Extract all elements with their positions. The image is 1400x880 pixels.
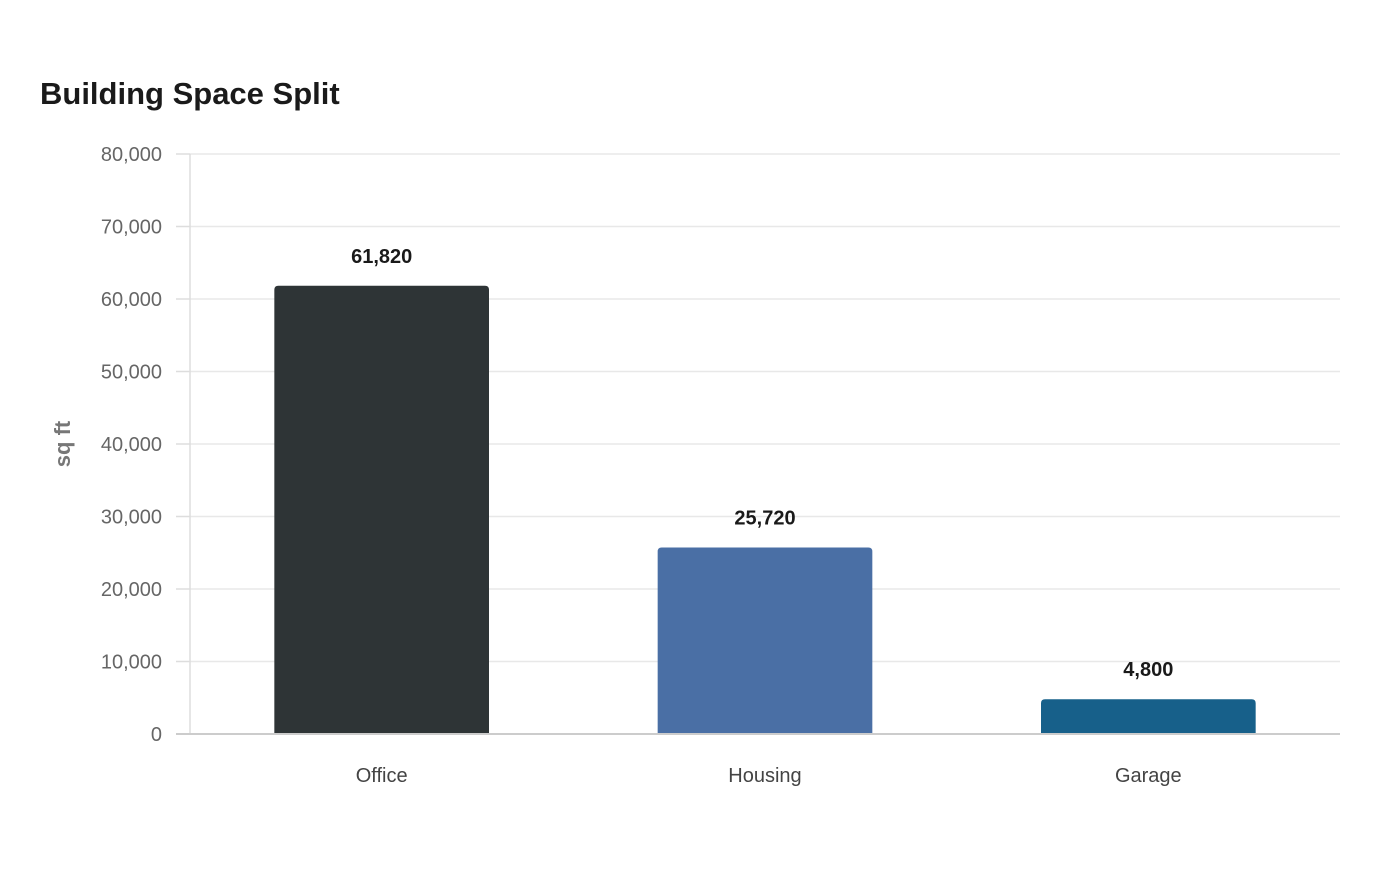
y-axis-ticks: 0 10,000 20,000 30,000 40,000 50,000 60,000 70,…: [101, 144, 190, 746]
y-tick-label: 30,000: [101, 507, 162, 529]
bar-housing: [657, 547, 873, 734]
y-tick-label: 40,000: [101, 434, 162, 456]
value-labels: 61,820 25,720 4,800: [351, 246, 1173, 681]
value-label: 61,820: [351, 246, 412, 268]
y-tick-label: 20,000: [101, 579, 162, 601]
chart-title: Building Space Split: [40, 76, 340, 111]
y-tick-label: 10,000: [101, 652, 162, 674]
x-tick-label: Office: [356, 765, 408, 787]
value-label: 4,800: [1123, 659, 1173, 681]
y-tick-label: 60,000: [101, 289, 162, 311]
bars: [274, 285, 1256, 734]
bar-office: [274, 285, 489, 734]
y-tick-label: 80,000: [101, 144, 162, 166]
value-label: 25,720: [734, 508, 795, 530]
y-tick-label: 70,000: [101, 217, 162, 239]
x-tick-label: Housing: [728, 765, 801, 787]
bar-garage: [1041, 699, 1256, 734]
x-tick-label: Garage: [1115, 765, 1182, 787]
y-axis-title: sq ft: [50, 420, 75, 467]
y-tick-label: 0: [151, 724, 162, 746]
y-tick-label: 50,000: [101, 362, 162, 384]
x-axis-labels: Office Housing Garage: [356, 765, 1182, 787]
